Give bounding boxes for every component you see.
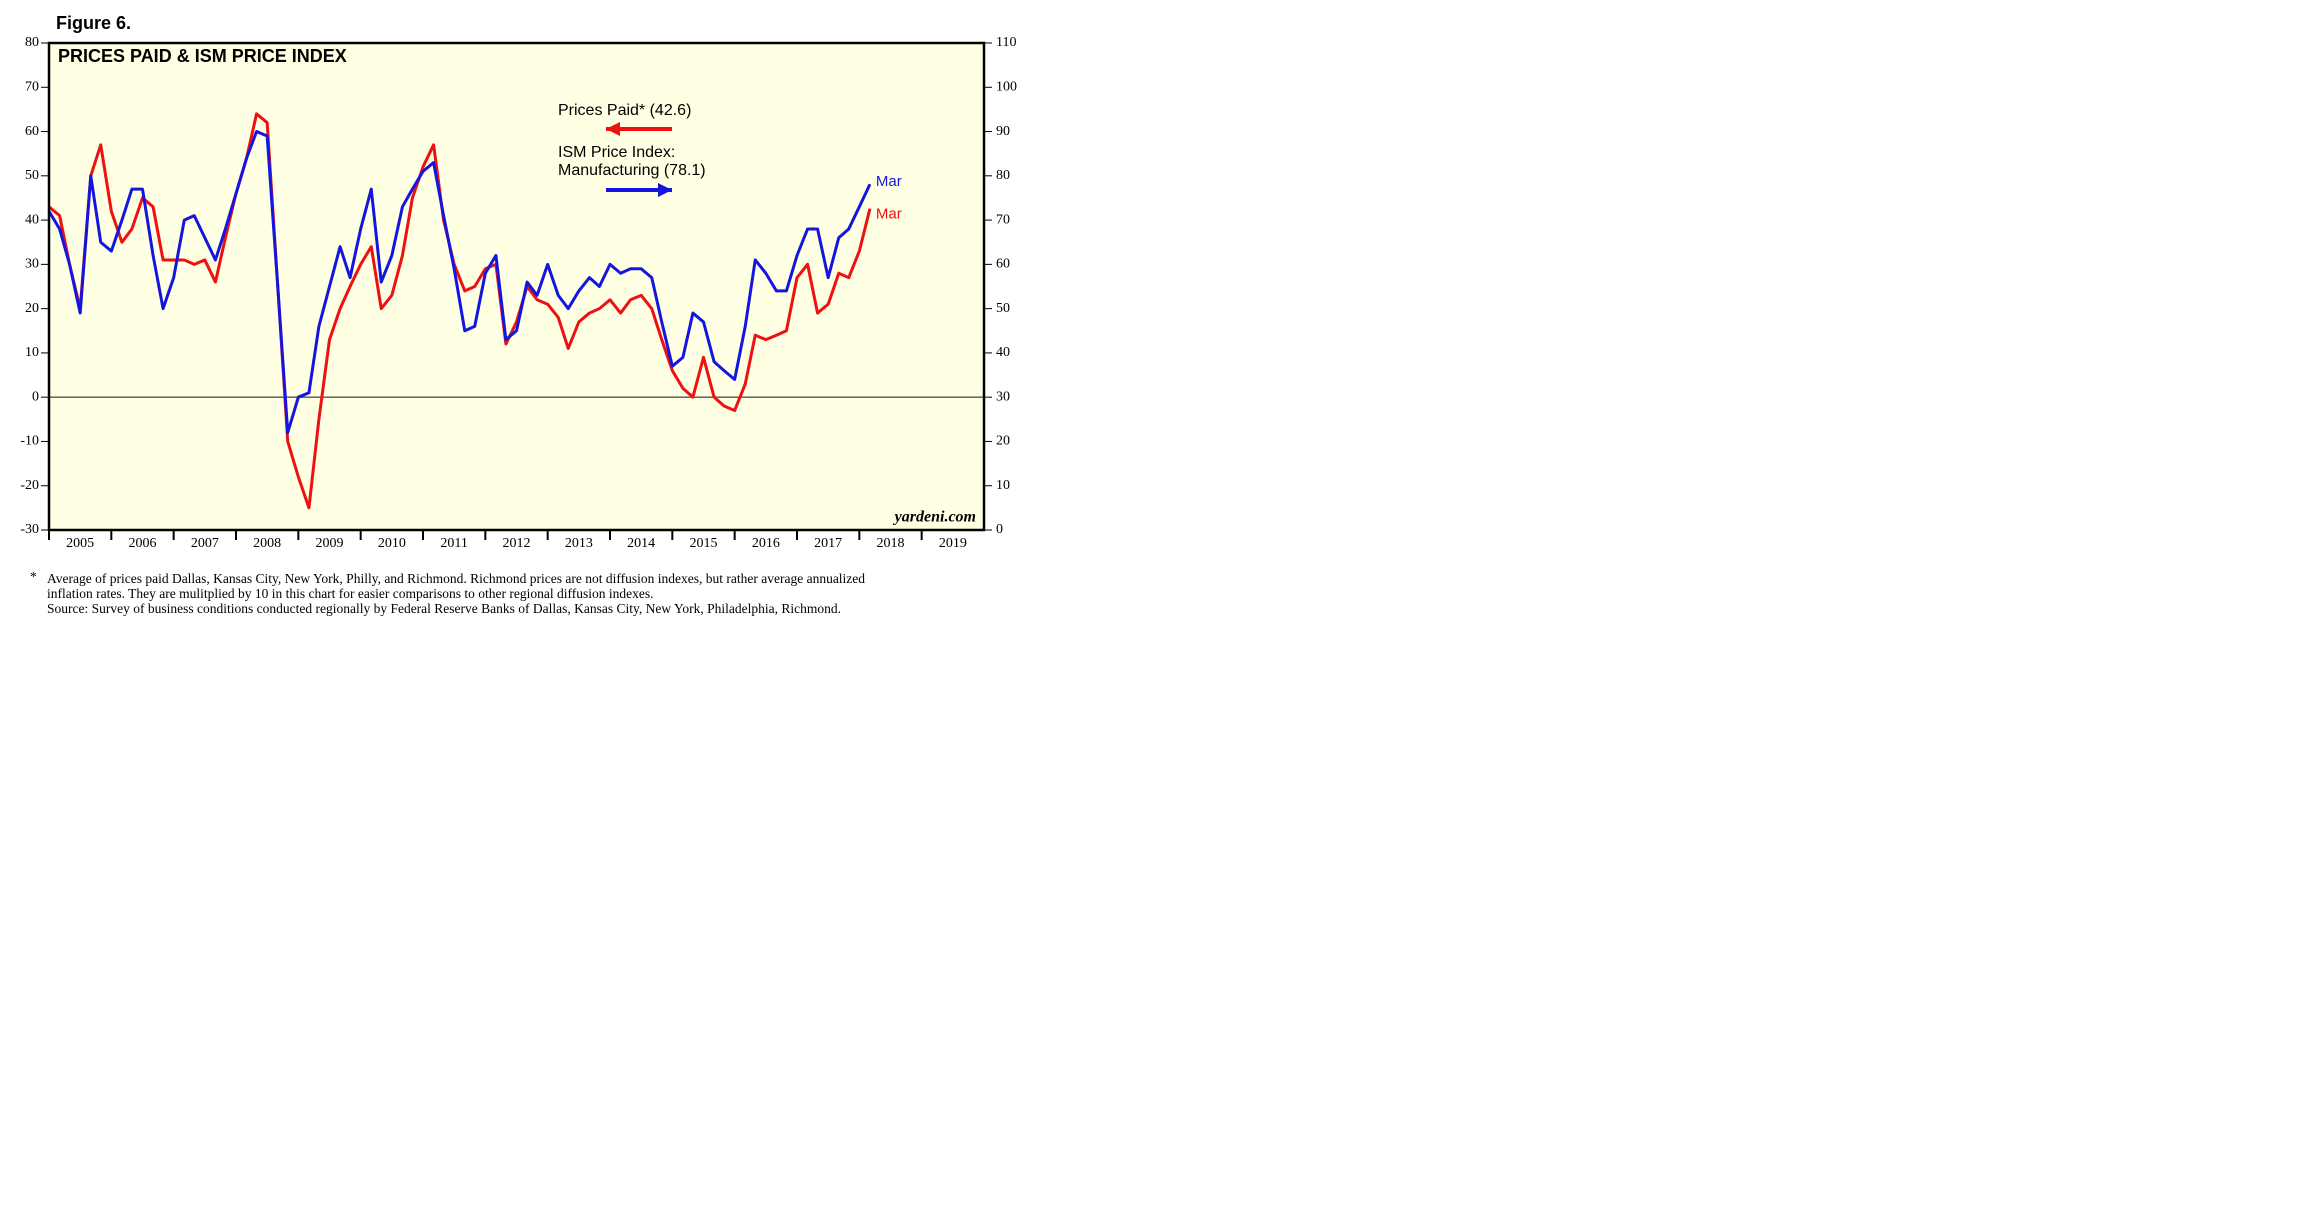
plot-background [49,43,984,530]
y-tick-label: 0 [32,389,39,404]
footnote: Source: Survey of business conditions co… [47,601,841,616]
figure-label: Figure 6. [56,13,131,33]
x-tick-label: 2018 [877,536,905,551]
y-tick-label: 20 [25,301,39,316]
end-label: Mar [876,206,902,223]
legend-arrow-blue-head [658,183,672,197]
y-tick-label: 60 [25,124,39,139]
end-label: Mar [876,173,902,190]
y-tick-label: 70 [25,79,39,94]
y2-tick-label: 60 [996,257,1010,272]
y-tick-label: 10 [25,345,39,360]
legend-arrow-red-head [606,122,620,136]
x-tick-label: 2012 [503,536,531,551]
y2-tick-label: 50 [996,301,1010,316]
plot-frame [47,41,986,532]
x-tick-label: 2016 [752,536,780,551]
x-tick-label: 2019 [939,536,967,551]
y2-tick-label: 80 [996,168,1010,183]
y2-tick-label: 110 [996,35,1016,50]
x-tick-label: 2005 [66,536,94,551]
y-tick-label: 80 [25,35,39,50]
y-tick-label: 40 [25,212,39,227]
footnote: inflation rates. They are mulitplied by … [47,586,654,601]
y-tick-label: 30 [25,257,39,272]
y-tick-label: -30 [20,522,39,537]
x-tick-label: 2015 [690,536,718,551]
y2-tick-label: 30 [996,389,1010,404]
y-tick-label: -20 [20,478,39,493]
x-tick-label: 2013 [565,536,593,551]
y2-tick-label: 40 [996,345,1010,360]
y-tick-label: 50 [25,168,39,183]
x-tick-label: 2006 [129,536,157,551]
series-line [48,112,872,510]
series-line [47,130,872,435]
x-tick-label: 2011 [440,536,467,551]
x-tick-label: 2010 [378,536,406,551]
y2-tick-label: 0 [996,522,1003,537]
y2-tick-label: 100 [996,79,1017,94]
y2-tick-label: 70 [996,212,1010,227]
chart-title: PRICES PAID & ISM PRICE INDEX [58,46,347,66]
x-tick-label: 2008 [253,536,281,551]
footnote: Average of prices paid Dallas, Kansas Ci… [47,571,866,586]
x-tick-label: 2009 [316,536,344,551]
footnote-marker: * [30,569,37,584]
legend-red: Prices Paid* (42.6) [558,102,692,119]
y-tick-label: -10 [20,434,39,449]
x-tick-label: 2017 [814,536,842,551]
x-tick-label: 2014 [627,536,655,551]
source-credit: yardeni.com [893,509,976,526]
y2-tick-label: 20 [996,434,1010,449]
y2-tick-label: 10 [996,478,1010,493]
y2-tick-label: 90 [996,124,1010,139]
x-tick-label: 2007 [191,536,219,551]
legend-blue: ISM Price Index: Manufacturing (78.1) [558,144,706,179]
